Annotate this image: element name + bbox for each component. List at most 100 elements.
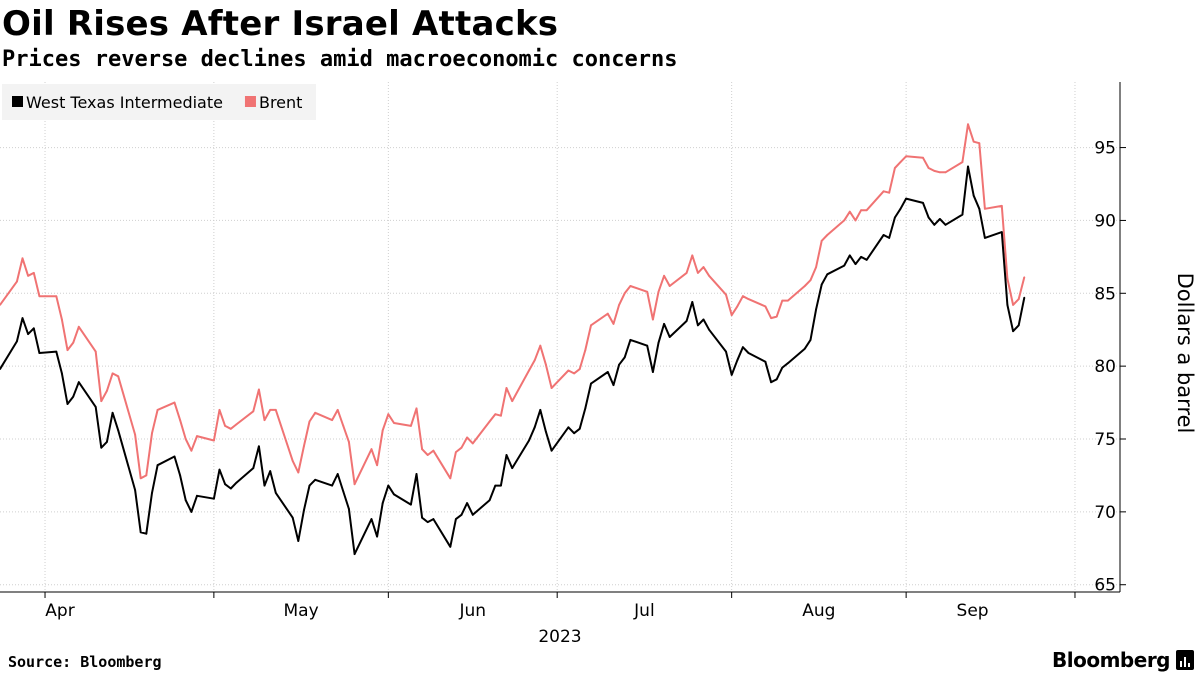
point-west-texas-intermediate-85: [668, 336, 671, 338]
point-brent-126: [1000, 205, 1003, 207]
point-brent-99: [781, 299, 784, 302]
point-brent-95: [747, 298, 750, 300]
point-west-texas-intermediate-36: [291, 516, 294, 519]
source-note: Source: Bloomberg: [8, 653, 162, 671]
point-west-texas-intermediate-53: [421, 516, 423, 519]
point-west-texas-intermediate-8: [66, 403, 69, 405]
point-brent-49: [387, 413, 390, 416]
point-brent-104: [820, 239, 823, 242]
point-west-texas-intermediate-75: [590, 382, 592, 385]
point-brent-74: [584, 349, 587, 351]
point-brent-80: [629, 285, 632, 287]
point-west-texas-intermediate-1: [16, 340, 18, 343]
legend-label-brent: Brent: [259, 93, 302, 112]
point-brent-40: [314, 411, 317, 414]
point-west-texas-intermediate-113: [894, 216, 896, 219]
point-brent-9: [72, 341, 75, 344]
point-west-texas-intermediate-120: [944, 223, 947, 226]
point-brent-45: [353, 483, 356, 486]
point-west-texas-intermediate-79: [623, 356, 626, 359]
point-brent-48: [381, 429, 384, 432]
point-brent-7: [61, 318, 63, 321]
point-brent-124: [978, 142, 981, 145]
point-west-texas-intermediate-67: [533, 426, 536, 429]
point-brent-97: [770, 317, 772, 319]
point-west-texas-intermediate-82: [652, 371, 654, 373]
point-west-texas-intermediate-16: [134, 489, 137, 491]
point-brent-34: [269, 409, 272, 411]
point-west-texas-intermediate-91: [725, 350, 727, 353]
point-brent-94: [742, 295, 744, 298]
point-west-texas-intermediate-28: [224, 483, 227, 486]
x-tick-label-aug: Aug: [802, 601, 835, 621]
point-brent-8: [66, 349, 69, 351]
point-west-texas-intermediate-103: [815, 308, 817, 311]
point-west-texas-intermediate-40: [314, 478, 317, 481]
y-tick-label-65: 65: [1094, 576, 1116, 596]
point-west-texas-intermediate-15: [117, 429, 120, 432]
point-west-texas-intermediate-13: [106, 441, 108, 443]
point-brent-115: [905, 155, 907, 158]
y-tick-label-75: 75: [1094, 430, 1116, 450]
point-brent-64: [505, 387, 508, 389]
point-west-texas-intermediate-66: [528, 439, 530, 442]
point-west-texas-intermediate-77: [612, 384, 615, 386]
point-west-texas-intermediate-71: [567, 426, 570, 429]
x-axis-label: 2023: [538, 627, 581, 647]
point-brent-63: [500, 414, 502, 417]
point-brent-66: [528, 369, 530, 372]
point-brent-72: [573, 372, 575, 375]
point-brent-13: [106, 390, 108, 392]
point-brent-90: [708, 274, 710, 277]
point-brent-69: [545, 363, 547, 366]
point-west-texas-intermediate-33: [263, 484, 266, 487]
point-west-texas-intermediate-2: [21, 317, 24, 319]
point-brent-43: [342, 425, 345, 427]
point-brent-62: [494, 413, 497, 416]
point-west-texas-intermediate-31: [252, 467, 255, 469]
point-west-texas-intermediate-68: [539, 409, 542, 411]
point-brent-1: [16, 280, 18, 283]
point-west-texas-intermediate-30: [235, 481, 238, 484]
point-west-texas-intermediate-94: [742, 346, 744, 349]
point-west-texas-intermediate-80: [629, 339, 632, 341]
point-brent-20: [156, 409, 159, 411]
point-west-texas-intermediate-56: [449, 545, 452, 548]
point-west-texas-intermediate-117: [927, 216, 930, 219]
point-west-texas-intermediate-52: [415, 473, 418, 475]
point-brent-70: [550, 387, 553, 389]
point-brent-110: [865, 209, 868, 212]
point-brent-123: [972, 140, 975, 143]
point-brent-22: [179, 419, 182, 421]
point-brent-106: [843, 219, 846, 222]
point-brent-56: [449, 477, 452, 480]
point-west-texas-intermediate-29: [229, 487, 232, 490]
point-west-texas-intermediate-112: [888, 237, 891, 239]
point-brent-27: [218, 409, 221, 411]
point-brent-121: [961, 161, 964, 164]
point-west-texas-intermediate-39: [308, 484, 311, 487]
point-west-texas-intermediate-41: [331, 484, 333, 487]
point-west-texas-intermediate-73: [578, 427, 581, 430]
point-west-texas-intermediate-14: [111, 411, 114, 414]
point-west-texas-intermediate-65: [511, 467, 514, 469]
point-brent-73: [578, 368, 581, 370]
point-west-texas-intermediate-93: [736, 359, 739, 362]
point-west-texas-intermediate-116: [922, 202, 924, 204]
y-tick-label-70: 70: [1094, 503, 1116, 523]
point-brent-119: [939, 171, 941, 174]
point-west-texas-intermediate-122: [967, 165, 969, 168]
point-west-texas-intermediate-19: [151, 492, 153, 494]
point-west-texas-intermediate-102: [809, 339, 812, 341]
point-brent-117: [927, 167, 930, 169]
point-west-texas-intermediate-98: [775, 378, 778, 381]
point-brent-82: [652, 318, 654, 321]
point-brent-16: [134, 433, 137, 436]
point-brent-67: [533, 359, 536, 362]
point-west-texas-intermediate-97: [770, 381, 772, 384]
x-axis: Apr May Jun Jul Aug Sep 2023: [0, 591, 1120, 647]
point-west-texas-intermediate-124: [978, 207, 981, 210]
point-west-texas-intermediate-49: [387, 484, 390, 487]
point-brent-75: [590, 324, 592, 327]
x-tick-label-may: May: [284, 601, 319, 621]
